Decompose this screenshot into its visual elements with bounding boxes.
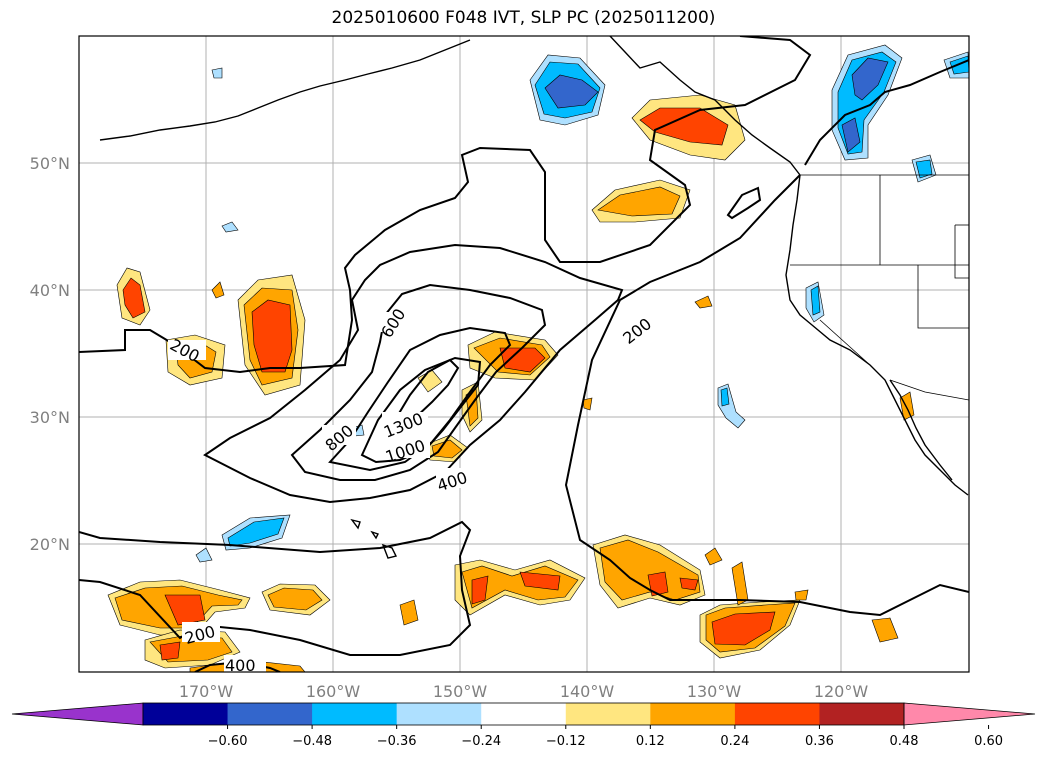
lon-label-160w: 160°W [306, 682, 361, 701]
ivt-patch [519, 571, 561, 591]
latitude-labels: 50°N 40°N 30°N 20°N [30, 154, 70, 554]
ivt-patch [639, 107, 729, 146]
contour-600 [290, 283, 547, 481]
colorbar-frame [142, 702, 905, 726]
ivt-patch [159, 641, 181, 661]
colorbar-extend-low [11, 702, 144, 726]
ivt-patch [211, 67, 223, 79]
contour-400 [203, 243, 624, 504]
colorbar-bin [565, 703, 651, 725]
ivt-patch [399, 599, 419, 626]
hawaii-island [350, 518, 361, 530]
colorbar-bin [312, 703, 398, 725]
aleutian-islands [99, 39, 471, 141]
longitude-labels: 170°W 160°W 150°W 140°W 130°W 120°W [179, 682, 869, 701]
colorbar-tick-label: 0.24 [720, 734, 749, 749]
west-coast-usa [785, 174, 969, 496]
map-title: 2025010600 F048 IVT, SLP PC (2025011200) [331, 8, 716, 28]
colorbar-bin [734, 703, 820, 725]
ivt-negative-patches [195, 44, 969, 563]
contour-label-400-bottom: 400 [225, 656, 256, 675]
ivt-patch [704, 547, 723, 566]
colorbar-tick-label: 0.12 [636, 734, 665, 749]
ivt-patch [794, 589, 809, 601]
colorbar-bin [819, 703, 905, 725]
contour-200-east [564, 174, 969, 617]
colorbar-tick-label: −0.36 [377, 734, 417, 749]
ivt-patch [841, 117, 861, 153]
ivt-patch [810, 285, 821, 316]
ivt-patch [871, 617, 899, 643]
ivt-patch [731, 561, 749, 606]
lon-label-130w: 130°W [687, 682, 742, 701]
colorbar-bin [650, 703, 736, 725]
colorbar-tick-label: 0.36 [805, 734, 834, 749]
ivt-patch [122, 277, 146, 319]
lon-label-150w: 150°W [433, 682, 488, 701]
ivt-patch [679, 577, 699, 591]
ivt-patch [582, 397, 593, 411]
colorbar-extend-high [903, 702, 1036, 726]
ivt-patch [597, 186, 681, 217]
baja-coast [889, 379, 953, 481]
colorbar-bin [481, 703, 567, 725]
ivt-patch [195, 547, 213, 563]
contour-1000 [360, 356, 482, 464]
ivt-patch [267, 587, 323, 611]
colorbar-tick-label: 0.60 [974, 734, 1003, 749]
colorbar-tick-label: −0.24 [461, 734, 501, 749]
ivt-patch [251, 299, 293, 373]
lat-label-30n: 30°N [30, 408, 70, 427]
ivt-patch [915, 159, 933, 179]
ivt-patch [899, 391, 915, 421]
ivt-positive-patches [107, 94, 915, 672]
borders [790, 174, 969, 401]
colorbar-tick-label: −0.48 [292, 734, 332, 749]
ivt-patch [694, 295, 713, 309]
ivt-patch [544, 74, 599, 109]
lat-label-50n: 50°N [30, 154, 70, 173]
map-frame [78, 35, 970, 673]
contour-200-outer [79, 36, 812, 374]
lon-label-140w: 140°W [560, 682, 615, 701]
contour-canada [804, 59, 969, 166]
ivt-patch [164, 594, 206, 626]
lon-label-170w: 170°W [179, 682, 234, 701]
hawaii-island [370, 530, 379, 540]
colorbar-tick-label: 0.48 [890, 734, 919, 749]
ivt-patch [720, 387, 730, 407]
colorbar-bin [396, 703, 482, 725]
colorbar-bin [227, 703, 313, 725]
lon-label-120w: 120°W [814, 682, 869, 701]
colorbar: −0.60 −0.48 −0.36 −0.24 −0.12 0.12 0.24 0.36 0.4… [11, 702, 1036, 749]
lat-label-40n: 40°N [30, 281, 70, 300]
lat-label-20n: 20°N [30, 535, 70, 554]
ivt-patch [599, 539, 701, 601]
ivt-patch [647, 571, 669, 597]
ivt-patch [711, 611, 776, 646]
colorbar-bin [143, 703, 229, 725]
map-area: 600 200 800 1300 1000 400 200 200 400 [79, 36, 969, 675]
colorbar-tick-label: −0.60 [208, 734, 248, 749]
ivt-patch [211, 281, 225, 299]
colorbar-tick-label: −0.12 [546, 734, 586, 749]
ivt-patch [221, 221, 239, 233]
ivt-patch [851, 57, 889, 101]
ivt-patch [471, 575, 489, 605]
alaska-coastline [609, 36, 801, 176]
contour-small-closed [726, 186, 762, 220]
